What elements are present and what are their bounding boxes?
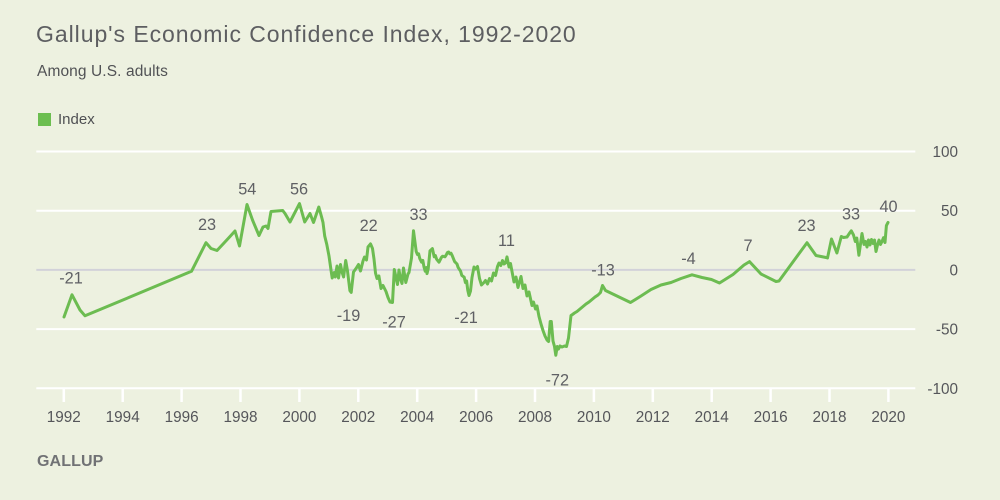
svg-text:1994: 1994 — [106, 409, 141, 426]
svg-text:33: 33 — [842, 205, 860, 223]
svg-text:-19: -19 — [337, 307, 361, 325]
svg-text:56: 56 — [290, 180, 308, 198]
svg-text:2004: 2004 — [400, 409, 435, 426]
svg-text:-13: -13 — [591, 261, 615, 279]
svg-text:2000: 2000 — [282, 409, 316, 426]
svg-text:22: 22 — [360, 217, 378, 235]
svg-text:2008: 2008 — [518, 409, 552, 426]
svg-text:-72: -72 — [546, 372, 570, 390]
svg-text:23: 23 — [198, 216, 216, 234]
svg-text:0: 0 — [949, 262, 958, 279]
svg-text:100: 100 — [932, 144, 958, 161]
svg-text:-100: -100 — [927, 381, 958, 398]
svg-text:1992: 1992 — [47, 409, 81, 426]
svg-text:-4: -4 — [681, 250, 695, 268]
svg-text:23: 23 — [797, 217, 815, 235]
svg-text:2010: 2010 — [577, 409, 611, 426]
svg-text:1998: 1998 — [223, 409, 257, 426]
svg-text:2020: 2020 — [871, 409, 905, 426]
svg-text:2014: 2014 — [695, 409, 730, 426]
svg-text:-21: -21 — [454, 309, 478, 327]
svg-text:-27: -27 — [382, 314, 406, 332]
svg-text:7: 7 — [743, 237, 752, 255]
svg-text:2002: 2002 — [341, 409, 375, 426]
svg-text:50: 50 — [941, 203, 958, 220]
svg-text:-50: -50 — [936, 322, 958, 339]
svg-text:2012: 2012 — [636, 409, 670, 426]
svg-text:33: 33 — [409, 206, 427, 224]
svg-text:54: 54 — [238, 180, 256, 198]
svg-text:2018: 2018 — [812, 409, 846, 426]
svg-text:1996: 1996 — [165, 409, 199, 426]
svg-text:2016: 2016 — [754, 409, 788, 426]
svg-text:2006: 2006 — [459, 409, 493, 426]
svg-text:40: 40 — [879, 198, 897, 216]
svg-text:11: 11 — [498, 232, 515, 250]
svg-text:-21: -21 — [59, 269, 83, 287]
